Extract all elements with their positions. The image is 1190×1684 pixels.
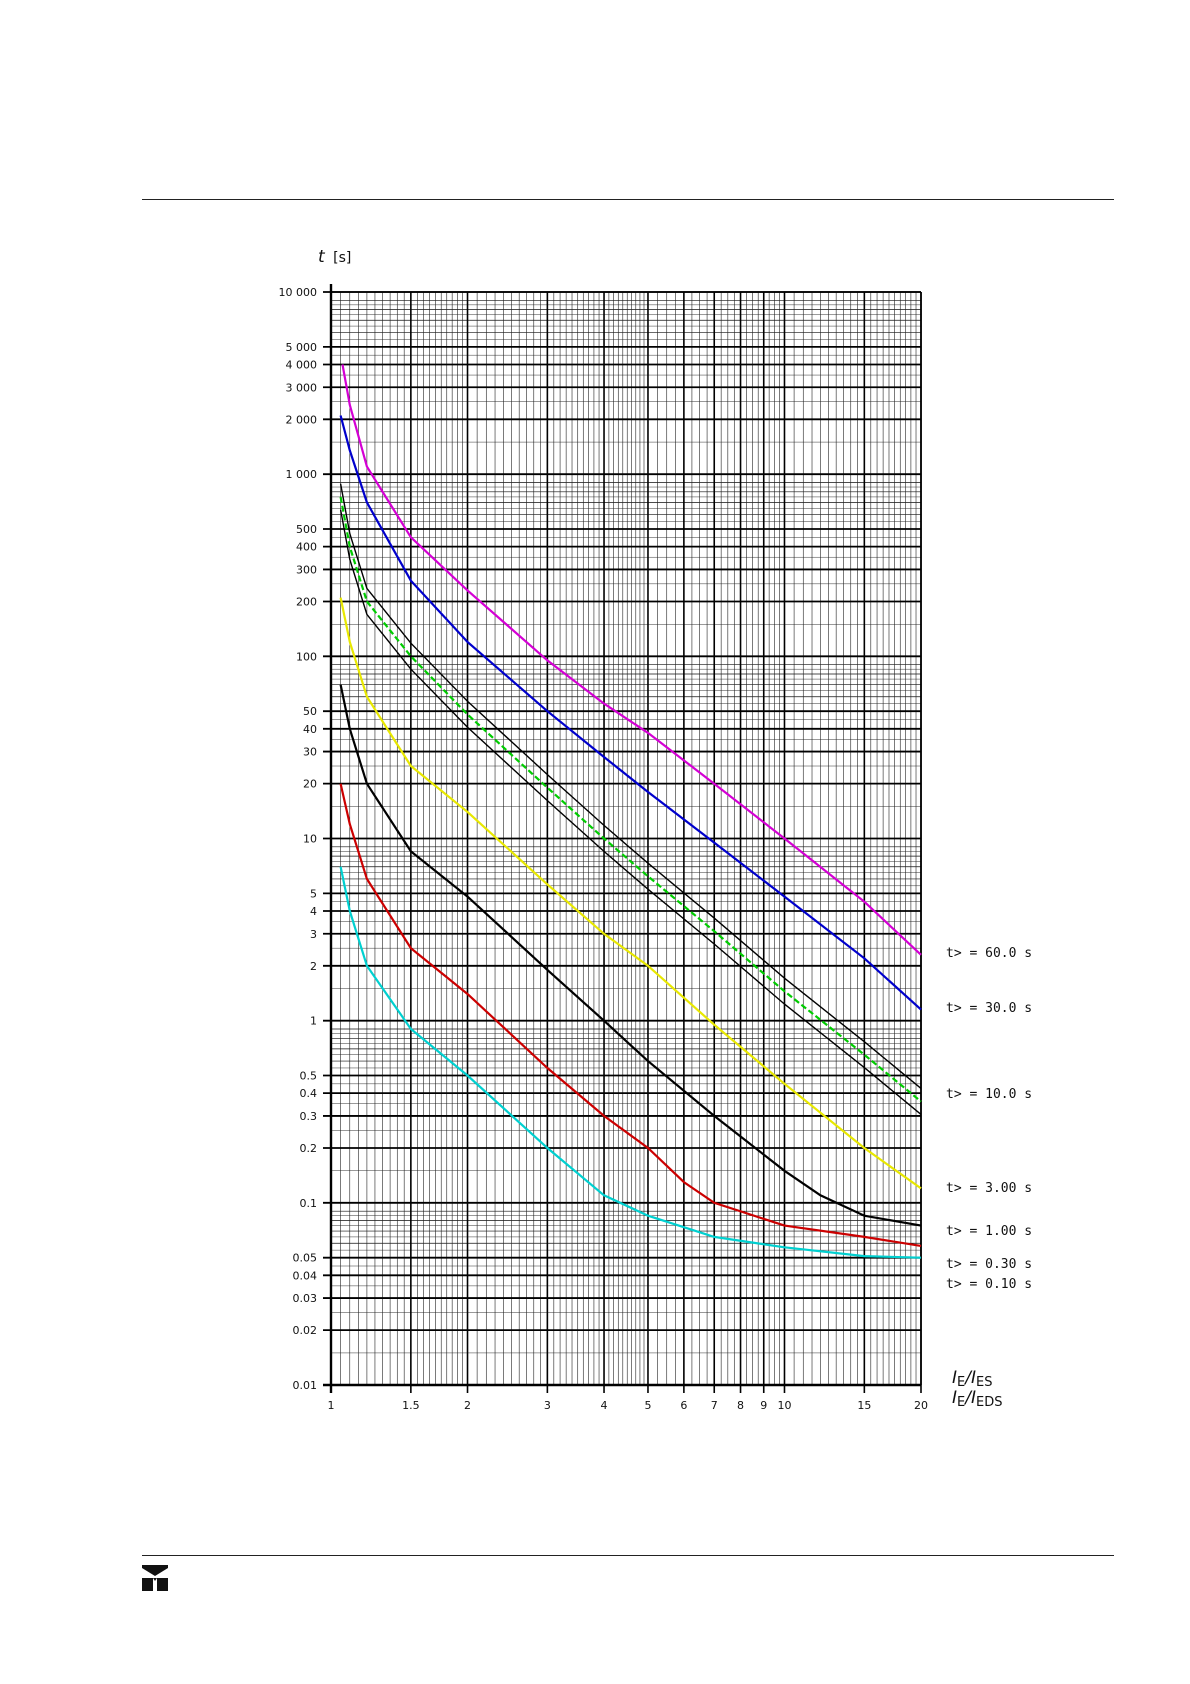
x-tick-label: 20: [914, 1399, 928, 1412]
x-tick-label: 5: [644, 1399, 651, 1412]
series-line: [339, 496, 922, 1103]
y-tick-label: 100: [296, 650, 317, 663]
y-tick-label: 3: [310, 928, 317, 941]
x-tick-label: 3: [544, 1399, 551, 1412]
curves: [339, 364, 922, 1259]
series-line: [339, 783, 922, 1247]
curve-label: t> = 60.0 s: [946, 946, 1032, 961]
y-tick-label: 400: [296, 541, 317, 554]
y-tick-label: 50: [303, 705, 317, 718]
y-tick-label: 0.3: [300, 1110, 318, 1123]
curve-labels: t> = 60.0 s t> = 30.0 s t> = 10.0 s t> = 3.…: [946, 946, 1032, 1292]
y-tick-label: 2: [310, 960, 317, 973]
y-tick-label: 1 000: [286, 468, 318, 481]
plot-frame: [323, 284, 922, 1393]
y-tick-label: 0.03: [293, 1292, 318, 1305]
header-rule: [142, 199, 1114, 200]
y-tick-label: 300: [296, 563, 317, 576]
x-tick-label: 4: [601, 1399, 608, 1412]
x-tick-label: 1.5: [402, 1399, 420, 1412]
curve-label: t> = 3.00 s: [946, 1181, 1032, 1196]
y-tick-label: 0.4: [300, 1087, 318, 1100]
y-tick-label: 5: [310, 887, 317, 900]
y-tick-label: 4: [310, 905, 317, 918]
y-tick-label: 200: [296, 595, 317, 608]
y-tick-label: 5 000: [286, 341, 318, 354]
x-tick-label: 2: [464, 1399, 471, 1412]
curve-label: t> = 0.10 s: [946, 1277, 1032, 1292]
company-logo-icon: [142, 1565, 168, 1591]
x-tick-label: 10: [777, 1399, 791, 1412]
y-tick-label: 2 000: [286, 413, 318, 426]
y-tick-label: 0.5: [300, 1070, 318, 1083]
y-tick-label: 10: [303, 833, 317, 846]
x-tick-label: 9: [760, 1399, 767, 1412]
x-tick-label: 8: [737, 1399, 744, 1412]
x-axis-title-2: IE/IEDS: [952, 1388, 1002, 1410]
grid-major: [323, 291, 922, 1393]
y-tick-label: 3 000: [286, 381, 318, 394]
y-axis-title: t [s]: [318, 247, 351, 267]
x-axis-title-1: IE/IES: [952, 1368, 992, 1390]
y-axis-var: t: [318, 247, 326, 267]
x-tick-label: 15: [857, 1399, 871, 1412]
y-tick-label: 20: [303, 778, 317, 791]
y-tick-label: 0.2: [300, 1142, 318, 1155]
curve-label: t> = 30.0 s: [946, 1001, 1032, 1016]
y-tick-label: 500: [296, 523, 317, 536]
y-tick-label: 0.02: [293, 1324, 318, 1337]
y-axis-unit: [s]: [333, 250, 351, 266]
curve-label: t> = 0.30 s: [946, 1257, 1032, 1272]
curve-label: t> = 10.0 s: [946, 1087, 1032, 1102]
y-tick-label: 0.1: [300, 1197, 318, 1210]
x-tick-label: 6: [680, 1399, 687, 1412]
x-tick-label: 1: [328, 1399, 335, 1412]
series-band-lower: [339, 509, 922, 1115]
curve-label: t> = 1.00 s: [946, 1224, 1032, 1239]
y-tick-label: 40: [303, 723, 317, 736]
y-tick-label: 0.05: [293, 1252, 318, 1265]
series-line: [339, 415, 922, 1011]
x-tick-labels: 1 1.5 2 3 4 5 6 7 8 9 10 15 20: [328, 1399, 929, 1412]
y-tick-label: 0.01: [293, 1379, 318, 1392]
y-tick-label: 0.04: [293, 1269, 318, 1282]
x-tick-label: 7: [711, 1399, 718, 1412]
y-tick-label: 10 000: [279, 286, 318, 299]
y-tick-label: 4 000: [286, 358, 318, 371]
series-line: [339, 597, 922, 1190]
y-tick-label: 1: [310, 1015, 317, 1028]
series-line: [341, 364, 922, 956]
series-line: [339, 866, 922, 1259]
y-tick-label: 30: [303, 746, 317, 759]
series-band-upper: [339, 483, 922, 1089]
footer-rule: [142, 1555, 1114, 1556]
series-line: [339, 684, 922, 1227]
